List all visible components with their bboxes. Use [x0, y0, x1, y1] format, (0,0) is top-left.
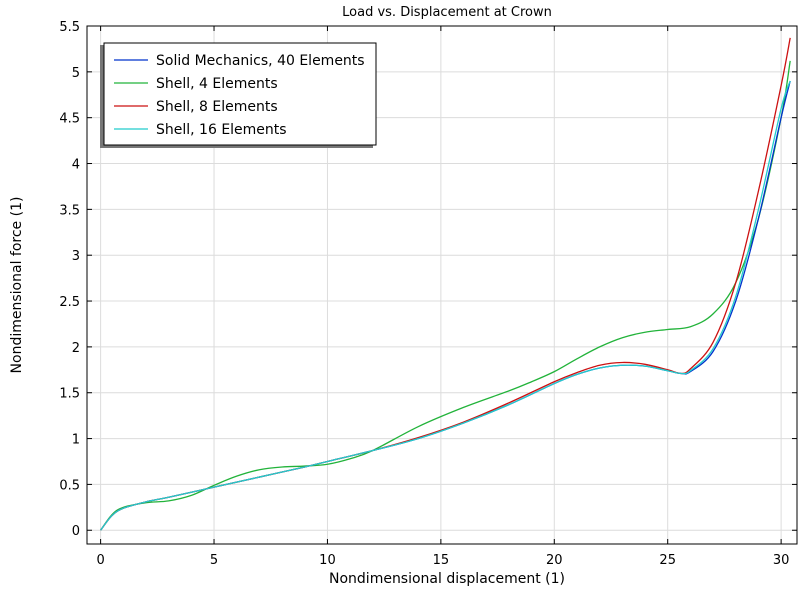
legend-box [103, 42, 377, 146]
legend-label: Shell, 4 Elements [156, 76, 278, 92]
y-axis-title: Nondimensional force (1) [9, 197, 25, 374]
x-tick-label: 5 [210, 553, 218, 568]
y-tick-label: 1 [72, 433, 80, 448]
chart-title: Load vs. Displacement at Crown [342, 5, 552, 20]
legend: Solid Mechanics, 40 Elements Shell, 4 Ele… [100, 42, 377, 148]
grid-layer [87, 25, 797, 544]
x-tick-label: 20 [546, 553, 563, 568]
y-tick-label: 3 [72, 249, 80, 264]
y-tick-label: 3.5 [59, 203, 80, 218]
x-axis-title: Nondimensional displacement (1) [329, 571, 565, 587]
x-tick-label: 0 [96, 553, 104, 568]
plot-frame [86, 25, 798, 545]
y-tick-label: 1.5 [59, 387, 80, 402]
series-line-1 [100, 80, 791, 531]
x-tick-label: 15 [433, 553, 450, 568]
y-tick-label: 0 [72, 524, 80, 539]
y-tick-label: 4.5 [59, 112, 80, 127]
x-tick-label: 10 [319, 553, 336, 568]
legend-entries: Solid Mechanics, 40 Elements Shell, 4 Ele… [114, 53, 365, 138]
y-tick-label: 5 [72, 66, 80, 81]
series-layer [100, 37, 791, 531]
series-line-2 [100, 60, 791, 531]
x-tick-label: 25 [659, 553, 676, 568]
y-tick-label: 0.5 [59, 478, 80, 493]
x-tick-label: 30 [773, 553, 790, 568]
tick-layer: 0 5 10 15 20 25 30 0 0.5 1 1.5 2 2.5 3 3.5 4 4.5 5 5.5 [59, 20, 797, 568]
legend-label: Shell, 8 Elements [156, 99, 278, 115]
legend-label: Solid Mechanics, 40 Elements [156, 53, 365, 69]
y-tick-label: 2.5 [59, 295, 80, 310]
legend-label: Shell, 16 Elements [156, 122, 287, 138]
y-tick-label: 2 [72, 341, 80, 356]
y-tick-label: 4 [72, 158, 80, 173]
series-line-4 [100, 80, 791, 531]
y-tick-label: 5.5 [59, 20, 80, 35]
